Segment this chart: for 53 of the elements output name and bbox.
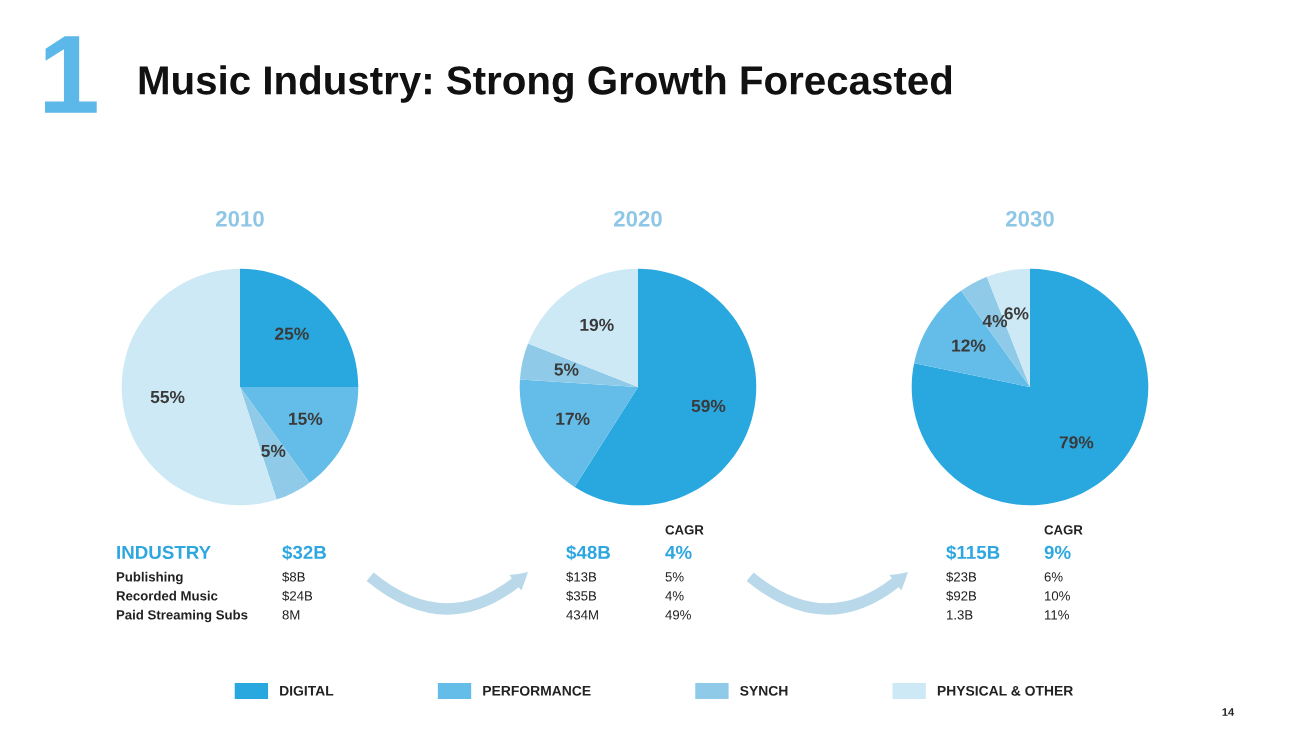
- text: $115B: [946, 544, 1000, 561]
- pie-slice: [519, 379, 638, 487]
- chart-title: 2030: [1006, 210, 1054, 227]
- text: $23B: [946, 571, 977, 583]
- text: $92B: [946, 590, 977, 602]
- text: 4%: [665, 591, 684, 601]
- text: $13B: [566, 571, 597, 583]
- text: $48B: [566, 544, 610, 561]
- text: 5%: [665, 572, 684, 582]
- legend-label: DIGITAL: [280, 685, 334, 696]
- data-label: 25%: [275, 327, 309, 340]
- text: $8B: [282, 571, 305, 583]
- data-label: 15%: [289, 412, 323, 425]
- text: 11%: [1045, 610, 1069, 620]
- text: CAGR: [665, 525, 704, 535]
- text: 14: [1222, 708, 1235, 716]
- text: CAGR: [1044, 525, 1083, 535]
- data-label: 5%: [554, 363, 579, 376]
- legend-label: PHYSICAL & OTHER: [937, 685, 1073, 696]
- text: 1.3B: [947, 610, 973, 620]
- pie-slice: [914, 290, 1030, 387]
- text: 4%: [665, 545, 692, 559]
- text: $35B: [566, 590, 597, 602]
- text: 9%: [1044, 545, 1071, 560]
- text: 8M: [282, 610, 300, 620]
- legend-label: SYNCH: [740, 685, 788, 696]
- text: 10%: [1045, 591, 1070, 601]
- pie-slice: [911, 268, 1149, 506]
- data-label: 17%: [556, 412, 590, 425]
- text: 49%: [665, 610, 691, 620]
- data-label: 79%: [1059, 436, 1094, 449]
- legend-label: PERFORMANCE: [483, 685, 591, 696]
- data-label: 12%: [952, 339, 986, 352]
- text: Publishing: [116, 571, 183, 585]
- data-label: 5%: [261, 444, 286, 458]
- data-label: 59%: [691, 399, 726, 413]
- pie-slice: [240, 387, 359, 483]
- data-label: 55%: [150, 390, 185, 404]
- text: Music Industry: Strong Growth Forecasted: [139, 65, 952, 103]
- text: $32B: [282, 544, 326, 561]
- chart-title: 2010: [216, 210, 264, 227]
- pie-slice: [519, 343, 638, 387]
- text: 1: [45, 36, 97, 113]
- chart-title: 2020: [614, 210, 662, 227]
- text: INDUSTRY: [117, 545, 211, 560]
- pie-slice: [528, 268, 638, 387]
- text: 6%: [1044, 572, 1063, 582]
- data-label: 19%: [580, 318, 614, 331]
- text: Recorded Music: [116, 590, 218, 601]
- text: $24B: [282, 590, 313, 602]
- pie-slice: [240, 268, 359, 387]
- text: Paid Streaming Subs: [116, 609, 248, 623]
- text: 434M: [566, 610, 598, 620]
